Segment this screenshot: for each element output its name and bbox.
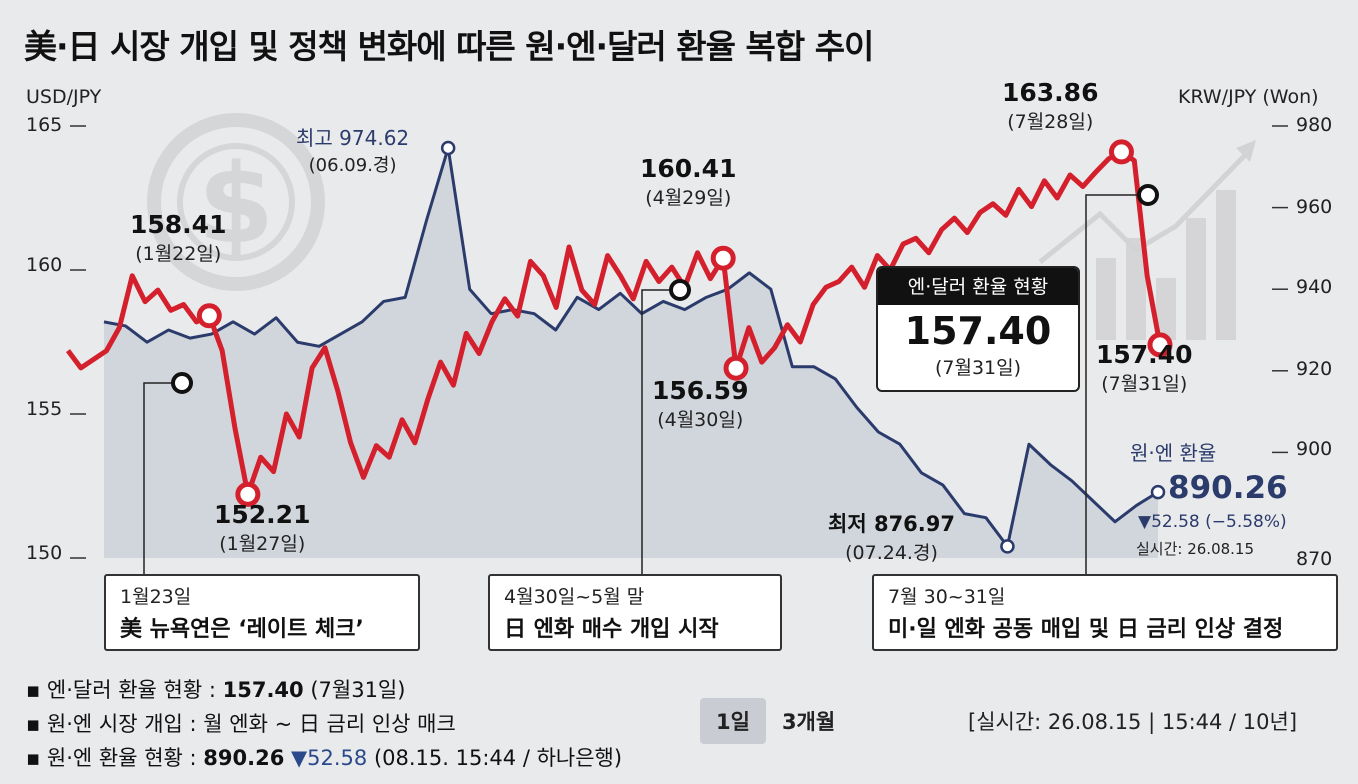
right-tick-980: 980: [1296, 114, 1333, 136]
left-tick-155: 155: [26, 398, 63, 420]
left-tick-150: 150: [26, 542, 63, 564]
label-value: 최저 876.97: [828, 512, 955, 536]
footer-suffix: (7월31일): [303, 678, 406, 702]
event-leader-line: [143, 382, 182, 574]
label-value: 160.41: [640, 154, 737, 183]
event-marker-point: [1137, 184, 1159, 206]
event-text: 미·일 엔화 공동 매입 및 日 금리 인상 결정: [888, 617, 1284, 642]
label-value: 156.59: [652, 376, 749, 405]
event-box-intervention: 4월30일~5월 말 日 엔화 매수 개입 시작: [488, 574, 782, 651]
label-value: 152.21: [214, 500, 311, 529]
right-tick-940: 940: [1296, 276, 1333, 298]
usd-highlight-point: [723, 355, 749, 381]
status-box-value: 157.40: [904, 309, 1052, 353]
footer-line-2: ▪ 원·엔 시장 개입 : 월 엔화 ~ 日 금리 인상 매크: [26, 712, 456, 736]
right-axis-title: KRW/JPY (Won): [1178, 86, 1319, 108]
won-yen-change: ▼52.58 (−5.58%): [1138, 512, 1287, 532]
label-value: 163.86: [1002, 78, 1099, 107]
event-date: 4월30일~5월 말: [504, 586, 645, 608]
label-date: (1월27일): [219, 533, 306, 555]
right-tick-900: 900: [1296, 438, 1333, 460]
footer-value: 157.40: [222, 678, 304, 702]
won-yen-value: 890.26: [1168, 470, 1288, 506]
won-yen-realtime: 실시간: 26.08.15: [1136, 540, 1255, 558]
krw-highlight-point: [1000, 539, 1015, 554]
label-krw-low: 최저 876.97 (07.24.경): [828, 508, 955, 565]
label-date: (7월28일): [1007, 111, 1094, 133]
page-title: 美·日 시장 개입 및 정책 변화에 따른 원·엔·달러 환율 복합 추이: [24, 27, 874, 66]
event-date: 1월23일: [120, 586, 192, 608]
event-marker-point: [171, 372, 193, 394]
label-date: (4월29일): [645, 187, 732, 209]
krw-area-fill: [104, 147, 1158, 559]
footer-suffix: (08.15. 15:44 / 하나은행): [367, 746, 623, 770]
krw-highlight-point: [1150, 484, 1166, 500]
right-tick-920: 920: [1296, 358, 1333, 380]
tab-1day[interactable]: 1일: [700, 698, 766, 744]
growth-chart-icon: [1038, 140, 1256, 340]
krw-line: [103, 146, 1159, 548]
status-box-header: 엔·달러 환율 현황: [878, 268, 1078, 305]
event-box-joint-buy: 7월 30~31일 미·일 엔화 공동 매입 및 日 금리 인상 결정: [872, 574, 1338, 651]
label-value: 158.41: [130, 210, 227, 239]
label-156-59: 156.59 (4월30일): [652, 376, 748, 432]
svg-text:$: $: [198, 140, 275, 268]
footer-label: ▪ 원·엔 환율 현황 :: [26, 746, 204, 770]
event-leader-line: [641, 289, 680, 574]
label-value: 157.40: [1096, 340, 1193, 369]
label-date: (07.24.경): [845, 542, 938, 564]
label-date: (1월22일): [135, 243, 222, 265]
usd-highlight-point: [196, 303, 222, 329]
usd-highlight-point: [1147, 332, 1173, 358]
label-158-41: 158.41 (1월22일): [130, 210, 226, 266]
label-date: (7월31일): [1101, 373, 1188, 395]
usd-highlight-point: [235, 481, 261, 507]
dollar-coin-icon: $: [147, 113, 325, 291]
footer-value: 890.26: [203, 746, 285, 770]
event-box-rate-check: 1월23일 美 뉴욕연은 ‘레이트 체크’: [104, 574, 420, 651]
footer-line-3: ▪ 원·엔 환율 현황 : 890.26 ▼52.58 (08.15. 15:4…: [26, 742, 622, 772]
status-box-date: (7월31일): [934, 357, 1022, 379]
label-152-21: 152.21 (1월27일): [214, 500, 310, 556]
label-date: (06.09.경): [308, 155, 397, 176]
label-157-40: 157.40 (7월31일): [1096, 340, 1192, 396]
label-value: 최고 974.62: [296, 126, 410, 150]
label-date: (4월30일): [657, 409, 744, 431]
krw-highlight-point: [440, 140, 456, 156]
status-box: 엔·달러 환율 현황 157.40 (7월31일): [876, 266, 1080, 392]
footer-label: ▪ 엔·달러 환율 현황 :: [26, 678, 223, 702]
label-163-86: 163.86 (7월28일): [1002, 78, 1098, 134]
timestamp: [실시간: 26.08.15 | 15:44 / 10년]: [968, 710, 1298, 734]
footer-change: ▼52.58: [284, 746, 368, 770]
right-tick-870: 870: [1296, 548, 1333, 570]
won-yen-label: 원·엔 환율: [1130, 441, 1217, 465]
label-krw-high: 최고 974.62 (06.09.경): [296, 122, 409, 177]
left-tick-160: 160: [26, 254, 63, 276]
right-tick-960: 960: [1296, 196, 1333, 218]
tab-3months[interactable]: 3개월: [781, 710, 836, 734]
period-tabs: 1일 3개월: [700, 698, 851, 744]
event-leader-line: [1085, 194, 1148, 574]
left-axis-title: USD/JPY: [26, 86, 102, 108]
usd-highlight-point: [710, 245, 736, 271]
event-text: 日 엔화 매수 개입 시작: [504, 617, 719, 642]
event-text: 美 뉴욕연은 ‘레이트 체크’: [120, 617, 364, 642]
label-160-41: 160.41 (4월29일): [640, 154, 736, 210]
event-date: 7월 30~31일: [888, 586, 1006, 608]
event-marker-point: [669, 279, 691, 301]
footer-line-1: ▪ 엔·달러 환율 현황 : 157.40 (7월31일): [26, 674, 405, 704]
left-tick-165: 165: [26, 114, 63, 136]
usd-highlight-point: [1108, 139, 1134, 165]
